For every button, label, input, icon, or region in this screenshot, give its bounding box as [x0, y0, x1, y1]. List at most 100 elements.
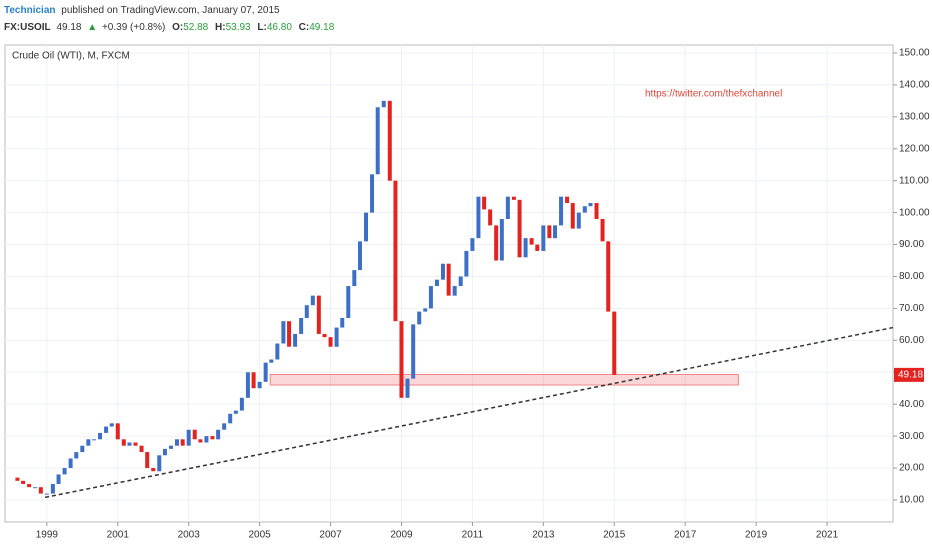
- ohlc-key: H:: [215, 22, 226, 33]
- candle: [370, 174, 375, 213]
- candle: [470, 238, 475, 251]
- x-tick-label: 2015: [603, 530, 626, 541]
- candle: [86, 439, 91, 446]
- price-box: [894, 367, 924, 382]
- candle: [375, 107, 380, 175]
- y-tick-label: 30.00: [899, 431, 924, 442]
- candle: [281, 321, 286, 344]
- candle: [168, 445, 173, 449]
- candle: [405, 378, 410, 398]
- candle: [499, 219, 504, 261]
- candle: [440, 263, 445, 280]
- candle: [50, 484, 55, 494]
- candle: [198, 439, 203, 443]
- candle: [115, 423, 120, 440]
- published: published on TradingView.com, January 07…: [61, 5, 280, 16]
- candle: [476, 196, 481, 239]
- x-tick-label: 2001: [107, 530, 130, 541]
- candle: [423, 308, 428, 312]
- last: 49.18: [56, 22, 81, 33]
- candle: [553, 225, 558, 239]
- candle: [251, 372, 256, 389]
- y-tick-label: 80.00: [899, 271, 924, 282]
- candle: [535, 244, 540, 251]
- y-tick-label: 40.00: [899, 399, 924, 410]
- candle: [27, 484, 32, 488]
- candle: [505, 196, 510, 220]
- x-tick-label: 2009: [390, 530, 413, 541]
- candle: [399, 321, 404, 398]
- candle: [304, 305, 309, 318]
- x-tick-label: 2005: [249, 530, 272, 541]
- candle: [33, 487, 38, 489]
- symbol: FX:USOIL: [4, 22, 51, 33]
- candle: [452, 286, 457, 296]
- candle: [393, 180, 398, 322]
- candle: [458, 276, 463, 287]
- x-tick-label: 2019: [745, 530, 768, 541]
- candle: [541, 225, 546, 251]
- candle: [511, 196, 516, 200]
- candle: [299, 317, 304, 334]
- candle: [192, 429, 197, 440]
- candle: [494, 225, 499, 261]
- candle: [594, 203, 599, 220]
- y-tick-label: 140.00: [899, 80, 930, 91]
- y-tick-label: 110.00: [899, 175, 929, 186]
- y-tick-label: 70.00: [899, 303, 924, 314]
- candle: [334, 327, 339, 347]
- marks: [15, 100, 894, 499]
- chart-title: Crude Oil (WTI), M, FXCM: [12, 51, 130, 62]
- candle: [434, 279, 439, 287]
- x-tick-label: 2003: [178, 530, 201, 541]
- candle: [293, 333, 298, 347]
- candle: [92, 439, 97, 441]
- candle: [576, 212, 581, 229]
- candle: [417, 311, 422, 325]
- candle: [56, 474, 61, 485]
- ohlc-value: 52.88: [183, 22, 208, 33]
- up-arrow: ▲: [87, 22, 97, 33]
- y-tick-label: 90.00: [899, 239, 924, 250]
- candle: [328, 337, 333, 347]
- candle: [245, 372, 250, 398]
- candle: [257, 381, 262, 389]
- candle: [588, 203, 593, 207]
- candle: [133, 442, 138, 446]
- candle: [322, 333, 327, 338]
- ohlc-key: L:: [257, 22, 266, 33]
- ohlc-value: 49.18: [309, 22, 334, 33]
- candle: [139, 445, 144, 453]
- candle: [162, 448, 167, 456]
- candle: [547, 225, 552, 239]
- author: Technician: [4, 5, 56, 16]
- y-tick-label: 150.00: [899, 48, 930, 59]
- plot-frame: [4, 44, 894, 523]
- candle: [387, 100, 392, 181]
- x-tick-label: 2007: [319, 530, 342, 541]
- candle: [74, 452, 79, 459]
- candle: [127, 442, 132, 446]
- x-tick-label: 2013: [532, 530, 555, 541]
- support-zone: [269, 373, 739, 386]
- candle: [98, 432, 103, 440]
- candle: [606, 241, 611, 312]
- y-tick-label: 20.00: [899, 463, 924, 474]
- candle: [529, 238, 534, 245]
- candle: [340, 317, 345, 328]
- candle: [364, 212, 369, 242]
- candle: [482, 196, 487, 210]
- candle: [464, 250, 469, 277]
- candle: [109, 423, 114, 427]
- candle: [239, 397, 244, 411]
- candle: [180, 439, 185, 446]
- candle: [275, 343, 280, 360]
- candle: [145, 452, 150, 469]
- x-tick-label: 2011: [462, 530, 484, 541]
- candle: [582, 206, 587, 213]
- candle: [15, 477, 20, 481]
- candle: [62, 468, 67, 475]
- candle: [352, 270, 357, 287]
- grid: [5, 45, 893, 522]
